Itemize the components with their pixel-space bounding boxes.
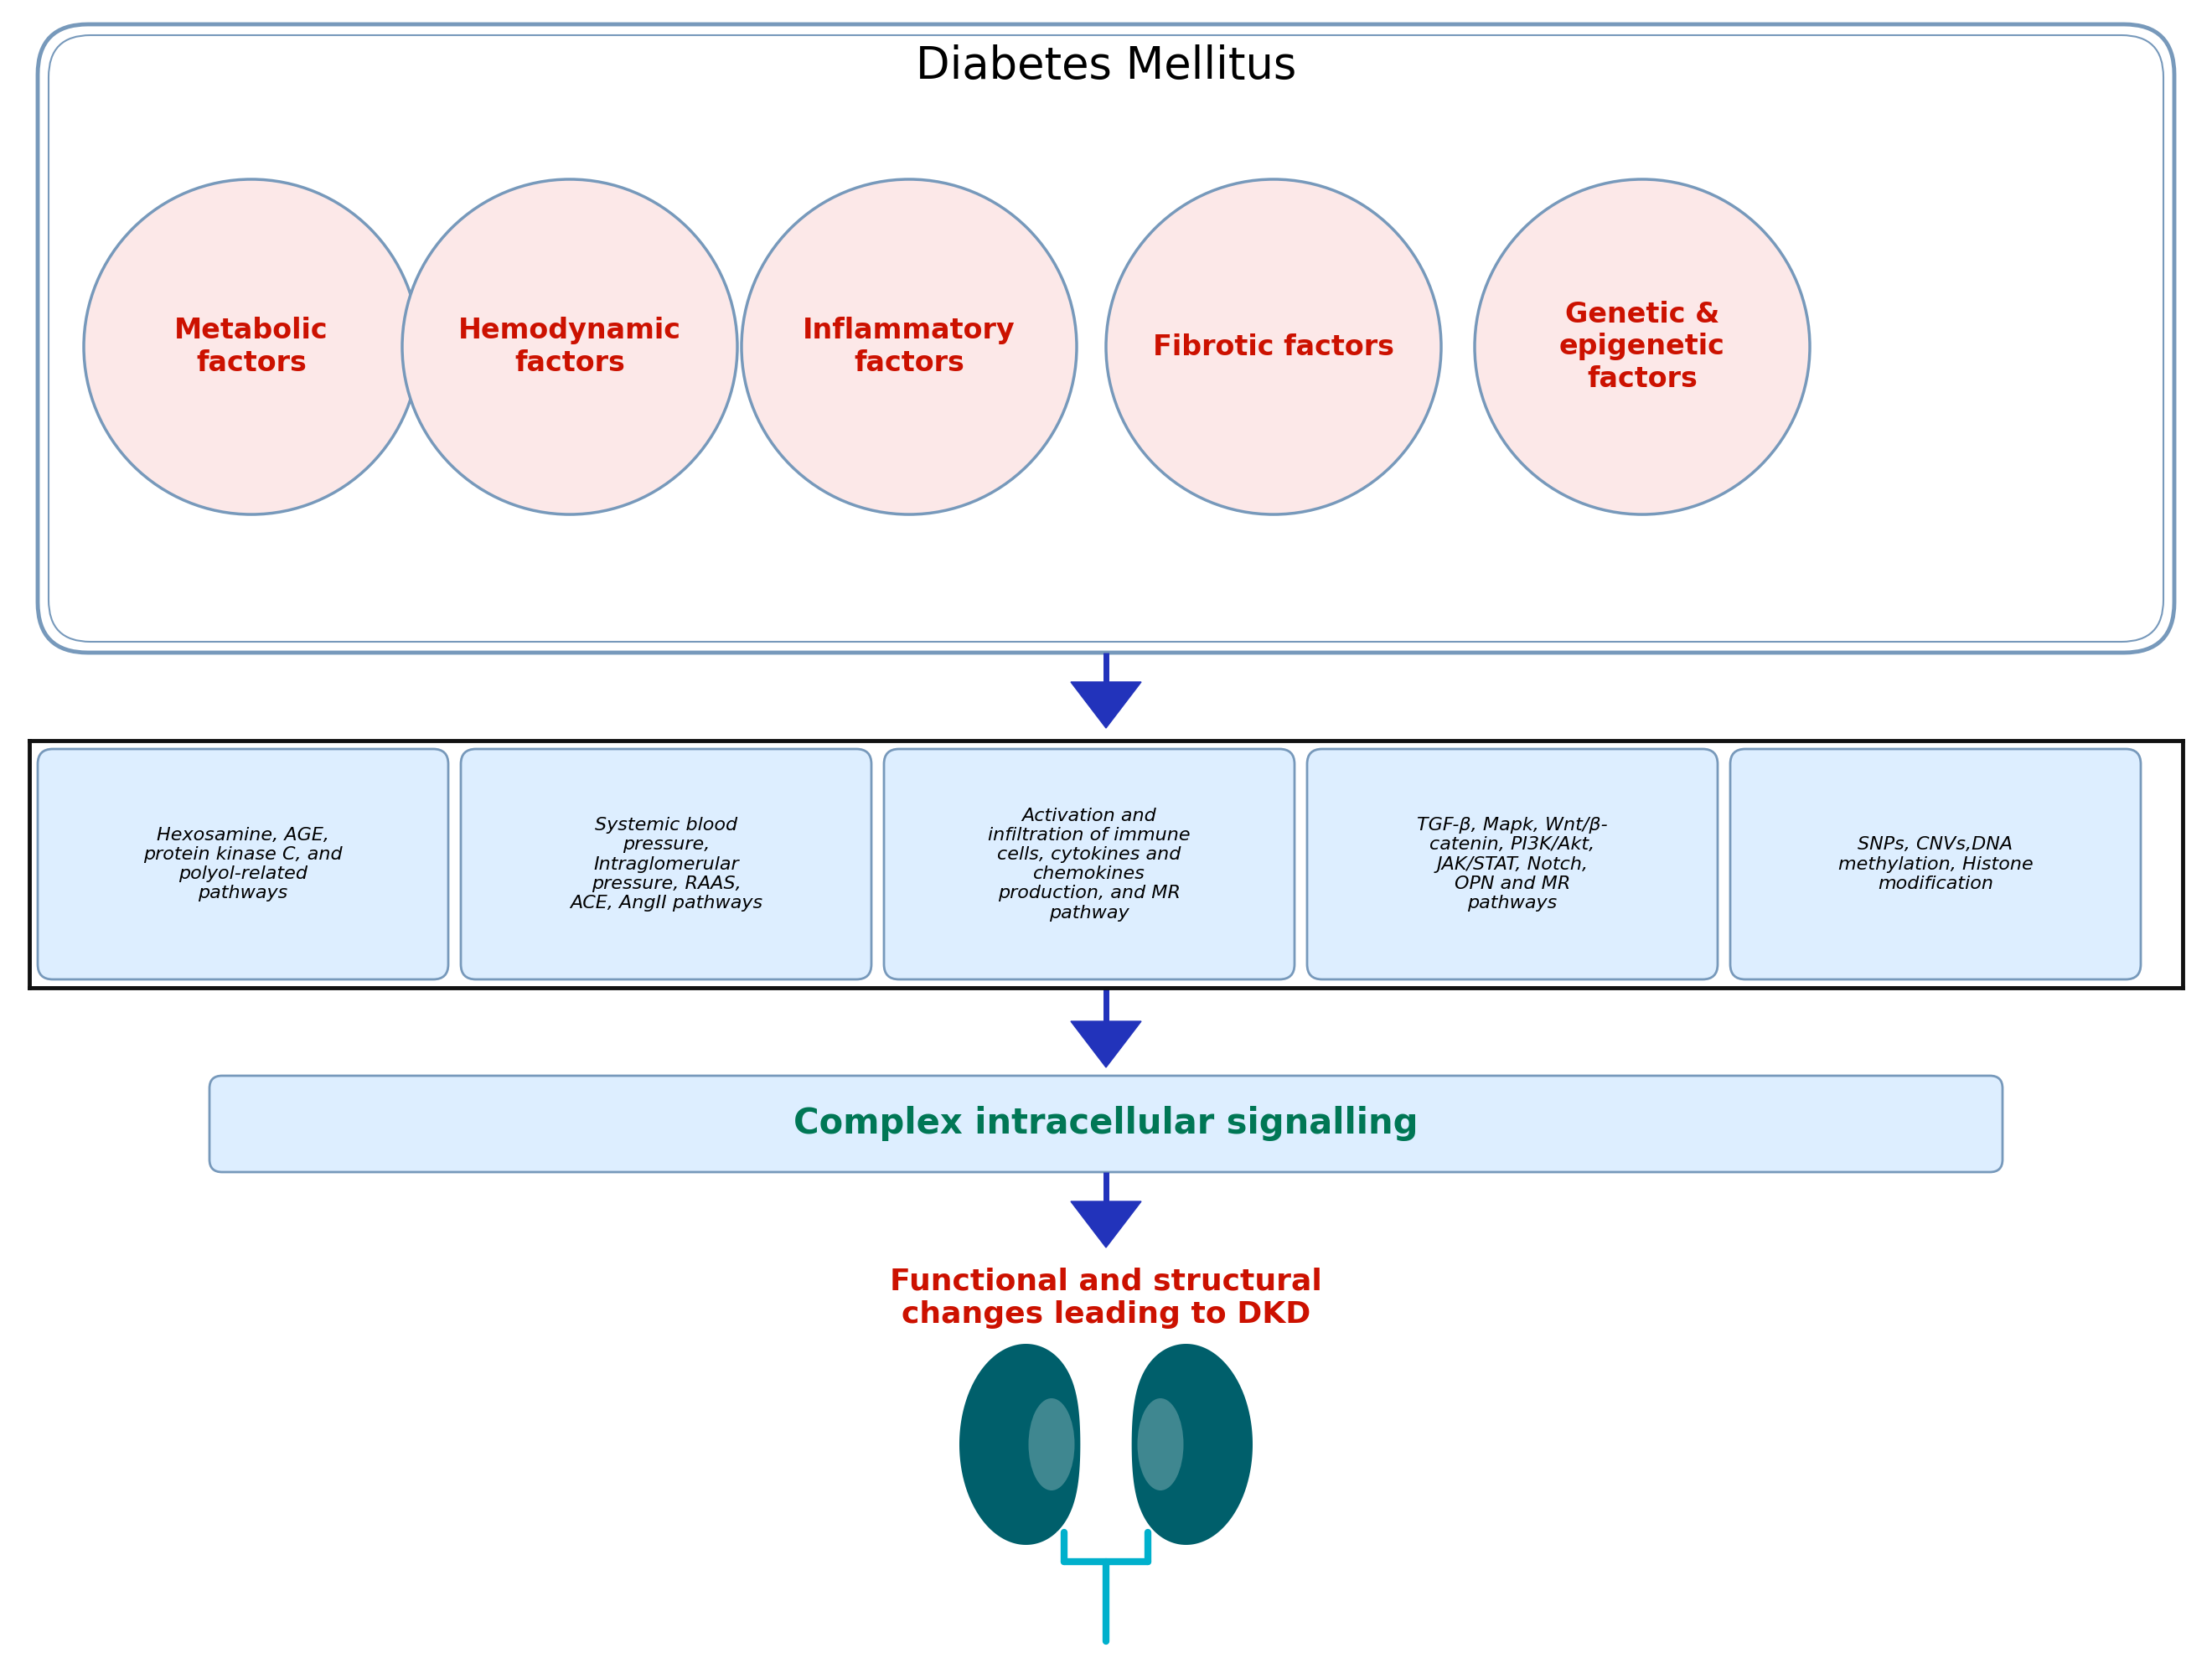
FancyBboxPatch shape — [885, 749, 1294, 980]
Text: Hemodynamic
factors: Hemodynamic factors — [458, 317, 681, 376]
Circle shape — [403, 179, 737, 514]
PathPatch shape — [960, 1345, 1079, 1545]
FancyBboxPatch shape — [460, 749, 872, 980]
Polygon shape — [1071, 681, 1141, 728]
Circle shape — [84, 179, 418, 514]
Ellipse shape — [1029, 1398, 1075, 1491]
Text: Diabetes Mellitus: Diabetes Mellitus — [916, 45, 1296, 88]
Circle shape — [741, 179, 1077, 514]
Text: Fibrotic factors: Fibrotic factors — [1152, 333, 1394, 361]
Circle shape — [1106, 179, 1442, 514]
Ellipse shape — [1137, 1398, 1183, 1491]
FancyBboxPatch shape — [1730, 749, 2141, 980]
Text: Systemic blood
pressure,
Intraglomerular
pressure, RAAS,
ACE, AngII pathways: Systemic blood pressure, Intraglomerular… — [571, 817, 763, 912]
Text: Genetic &
epigenetic
factors: Genetic & epigenetic factors — [1559, 302, 1725, 393]
Text: SNPs, CNVs,DNA
methylation, Histone
modification: SNPs, CNVs,DNA methylation, Histone modi… — [1838, 836, 2033, 892]
FancyBboxPatch shape — [38, 25, 2174, 653]
Text: Activation and
infiltration of immune
cells, cytokines and
chemokines
production: Activation and infiltration of immune ce… — [989, 807, 1190, 922]
Text: Functional and structural
changes leading to DKD: Functional and structural changes leadin… — [889, 1267, 1323, 1328]
FancyBboxPatch shape — [49, 35, 2163, 642]
Circle shape — [1475, 179, 1809, 514]
FancyBboxPatch shape — [210, 1076, 2002, 1172]
PathPatch shape — [1133, 1345, 1252, 1545]
FancyBboxPatch shape — [1307, 749, 1719, 980]
Text: Inflammatory
factors: Inflammatory factors — [803, 317, 1015, 376]
FancyBboxPatch shape — [38, 749, 449, 980]
Polygon shape — [1071, 1021, 1141, 1068]
Text: Hexosamine, AGE,
protein kinase C, and
polyol-related
pathways: Hexosamine, AGE, protein kinase C, and p… — [144, 827, 343, 902]
Text: TGF-β, Mapk, Wnt/β-
catenin, PI3K/Akt,
JAK/STAT, Notch,
OPN and MR
pathways: TGF-β, Mapk, Wnt/β- catenin, PI3K/Akt, J… — [1418, 817, 1608, 912]
Polygon shape — [1071, 1202, 1141, 1247]
Text: Complex intracellular signalling: Complex intracellular signalling — [794, 1106, 1418, 1141]
Text: Metabolic
factors: Metabolic factors — [175, 317, 327, 376]
